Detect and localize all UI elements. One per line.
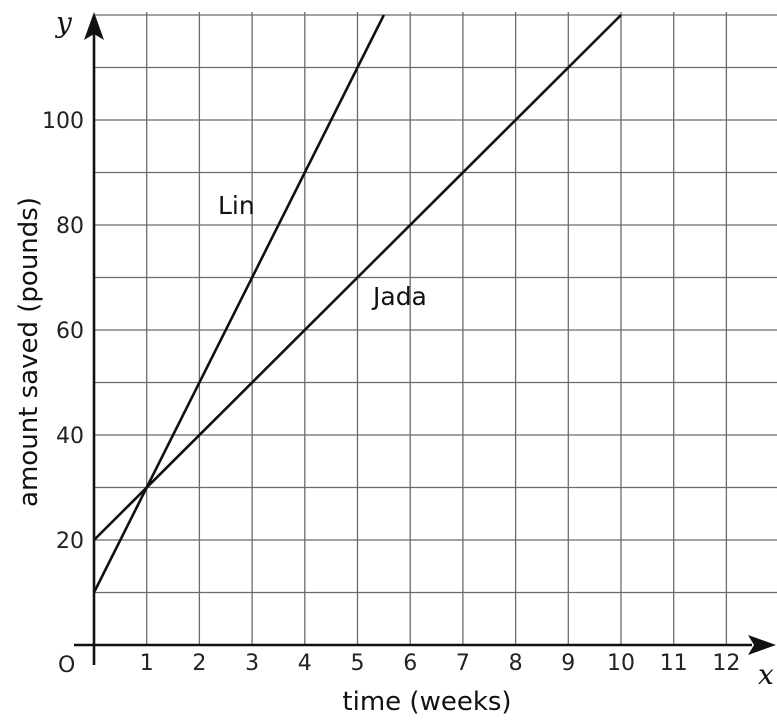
- y-tick-label: 20: [56, 529, 84, 554]
- x-tick-label: 7: [456, 651, 470, 676]
- x-tick-label: 11: [660, 651, 688, 676]
- x-tick-label: 3: [245, 651, 259, 676]
- series-line-jada: [93, 14, 622, 541]
- y-tick-label: 100: [42, 109, 84, 134]
- x-tick-label: 8: [509, 651, 523, 676]
- x-tick-label: 1: [140, 651, 154, 676]
- x-tick-label: 9: [561, 651, 575, 676]
- y-axis-title: amount saved (pounds): [14, 197, 44, 507]
- series-line-lin: [92, 14, 386, 594]
- y-tick-label: 40: [56, 424, 84, 449]
- grid: [94, 12, 777, 645]
- origin-label: O: [58, 653, 75, 678]
- y-axis-letter: y: [54, 6, 73, 39]
- x-tick-label: 6: [403, 651, 417, 676]
- x-axis-letter: x: [758, 658, 774, 691]
- x-tick-label: 12: [712, 651, 740, 676]
- y-tick-label: 80: [56, 214, 84, 239]
- x-tick-label: 10: [607, 651, 635, 676]
- series-lines: [92, 14, 622, 594]
- series-label-jada: Jada: [371, 282, 427, 311]
- y-tick-label: 60: [56, 319, 84, 344]
- x-axis-arrow: [748, 635, 776, 655]
- axes: [74, 12, 776, 665]
- x-tick-label: 5: [351, 651, 365, 676]
- x-tick-label: 2: [192, 651, 206, 676]
- x-axis-title: time (weeks): [342, 687, 511, 717]
- y-axis-arrow: [84, 12, 104, 40]
- x-tick-label: 4: [298, 651, 312, 676]
- series-label-lin: Lin: [218, 191, 255, 220]
